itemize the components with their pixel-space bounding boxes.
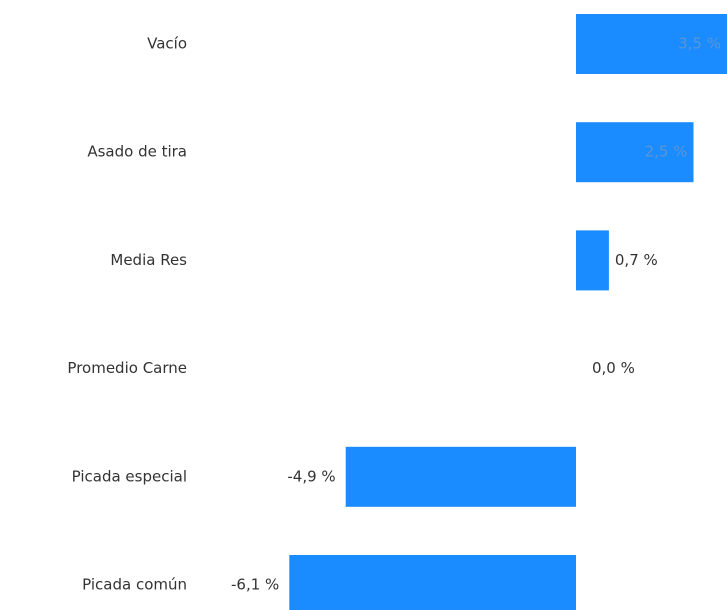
value-label: 3,5 %: [678, 35, 721, 53]
value-label: 2,5 %: [645, 143, 688, 161]
bar: [576, 14, 727, 74]
value-label: -6,1 %: [231, 576, 279, 594]
category-label: Picada especial: [72, 467, 187, 485]
value-label: -4,9 %: [287, 467, 335, 485]
category-label: Promedio Carne: [67, 359, 187, 377]
value-label: 0,0 %: [592, 359, 635, 377]
value-label: 0,7 %: [615, 251, 658, 269]
bar: [576, 122, 694, 183]
bar: [289, 555, 576, 610]
bar: [576, 230, 609, 291]
bar: [345, 446, 576, 507]
category-label: Media Res: [110, 251, 187, 269]
category-label: Vacío: [147, 35, 187, 53]
category-label: Asado de tira: [87, 143, 187, 161]
category-label: Picada común: [82, 576, 187, 594]
